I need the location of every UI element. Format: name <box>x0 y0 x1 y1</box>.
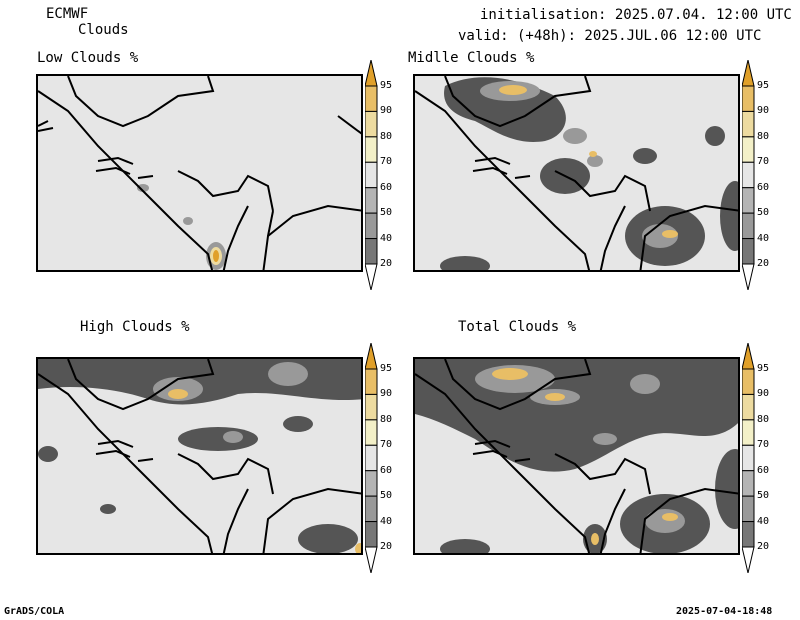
colorbar-top-triangle <box>742 60 755 87</box>
colorbar-label: 60 <box>380 181 393 193</box>
colorbar-label: 90 <box>380 388 393 400</box>
colorbar-band <box>742 85 755 112</box>
colorbar-band <box>365 521 378 548</box>
colorbar-label: 95 <box>380 363 393 374</box>
colorbar-band <box>365 444 378 472</box>
colorbar-top-triangle <box>365 60 378 87</box>
colorbar-band <box>365 136 378 163</box>
colorbar-label: 90 <box>757 105 770 117</box>
colorbar-label: 95 <box>380 80 393 91</box>
colorbar-label: 80 <box>380 130 393 142</box>
colorbar-label: 50 <box>380 490 393 502</box>
colorbar-bottom-triangle <box>365 263 378 290</box>
colorbar-bottom-triangle <box>742 546 755 573</box>
colorbar-label: 95 <box>757 363 770 374</box>
panel-title-low: Low Clouds % <box>37 50 139 66</box>
colorbar-band <box>365 393 378 421</box>
cloud-patch <box>206 242 226 270</box>
colorbar-label: 60 <box>757 181 770 193</box>
model-label: ECMWF <box>46 6 89 22</box>
colorbar-band <box>365 238 378 265</box>
colorbar-band <box>365 495 378 523</box>
colorbar-label: 60 <box>380 464 393 476</box>
colorbar-band <box>742 368 755 395</box>
panel-title-mid: Midlle Clouds % <box>408 50 535 66</box>
map-high-svg <box>38 359 361 553</box>
colorbar-label: 90 <box>380 105 393 117</box>
colorbar-label: 20 <box>757 258 770 269</box>
valid-time-label: valid: (+48h): 2025.JUL.06 12:00 UTC <box>458 28 762 44</box>
map-mid-svg <box>415 76 738 270</box>
colorbar-label: 40 <box>757 515 770 527</box>
colorbar-label: 80 <box>380 413 393 425</box>
colorbar-label: 70 <box>757 156 770 168</box>
colorbar-band <box>365 368 378 395</box>
map-low-svg <box>38 76 361 270</box>
colorbar-mid: 95 90 80 70 60 50 40 20 <box>742 60 782 290</box>
map-total-clouds <box>413 357 740 555</box>
colorbar-graphic <box>742 60 755 290</box>
colorbar-top-triangle <box>742 343 755 370</box>
colorbar-band <box>742 187 755 214</box>
colorbar-graphic <box>742 343 755 573</box>
colorbar-band <box>742 212 755 240</box>
colorbar-band <box>365 161 378 189</box>
colorbar-label: 40 <box>380 515 393 527</box>
colorbar-label: 60 <box>757 464 770 476</box>
colorbar-band <box>365 419 378 446</box>
map-total-svg <box>415 359 738 553</box>
initialisation-label: initialisation: 2025.07.04. 12:00 UTC <box>480 7 792 23</box>
colorbar-label: 90 <box>757 388 770 400</box>
colorbar-label: 20 <box>757 541 770 552</box>
colorbar-label: 40 <box>757 232 770 244</box>
colorbar-label: 70 <box>380 156 393 168</box>
footer-software: GrADS/COLA <box>4 606 65 617</box>
colorbar-band <box>365 110 378 138</box>
panel-title-high: High Clouds % <box>80 319 190 335</box>
colorbar-band <box>742 161 755 189</box>
colorbar-band <box>742 495 755 523</box>
colorbar-label: 20 <box>380 541 393 552</box>
footer-timestamp: 2025-07-04-18:48 <box>676 606 773 617</box>
colorbar-low: 95 90 80 70 60 50 40 20 <box>365 60 405 290</box>
colorbar-label: 70 <box>757 439 770 451</box>
colorbar-band <box>742 238 755 265</box>
colorbar-label: 40 <box>380 232 393 244</box>
colorbar-high: 95 90 80 70 60 50 40 20 <box>365 343 405 573</box>
colorbar-bottom-triangle <box>365 546 378 573</box>
colorbar-label: 50 <box>757 490 770 502</box>
colorbar-label: 50 <box>757 207 770 219</box>
map-middle-clouds <box>413 74 740 272</box>
colorbar-band <box>365 187 378 214</box>
colorbar-band <box>742 419 755 446</box>
field-label: Clouds <box>78 22 129 38</box>
colorbar-bottom-triangle <box>742 263 755 290</box>
colorbar-band <box>365 85 378 112</box>
colorbar-band <box>742 110 755 138</box>
colorbar-label: 70 <box>380 439 393 451</box>
colorbar-graphic <box>365 343 378 573</box>
panel-title-total: Total Clouds % <box>458 319 577 335</box>
colorbar-label: 80 <box>757 413 770 425</box>
map-low-clouds <box>36 74 363 272</box>
colorbar-band <box>742 521 755 548</box>
colorbar-band <box>742 136 755 163</box>
colorbar-top-triangle <box>365 343 378 370</box>
colorbar-label: 95 <box>757 80 770 91</box>
colorbar-label: 20 <box>380 258 393 269</box>
map-high-clouds <box>36 357 363 555</box>
colorbar-band <box>365 212 378 240</box>
colorbar-band <box>742 470 755 497</box>
colorbar-graphic <box>365 60 378 290</box>
colorbar-band <box>742 393 755 421</box>
colorbar-band <box>365 470 378 497</box>
colorbar-label: 80 <box>757 130 770 142</box>
colorbar-total: 95 90 80 70 60 50 40 20 <box>742 343 782 573</box>
colorbar-band <box>742 444 755 472</box>
colorbar-label: 50 <box>380 207 393 219</box>
